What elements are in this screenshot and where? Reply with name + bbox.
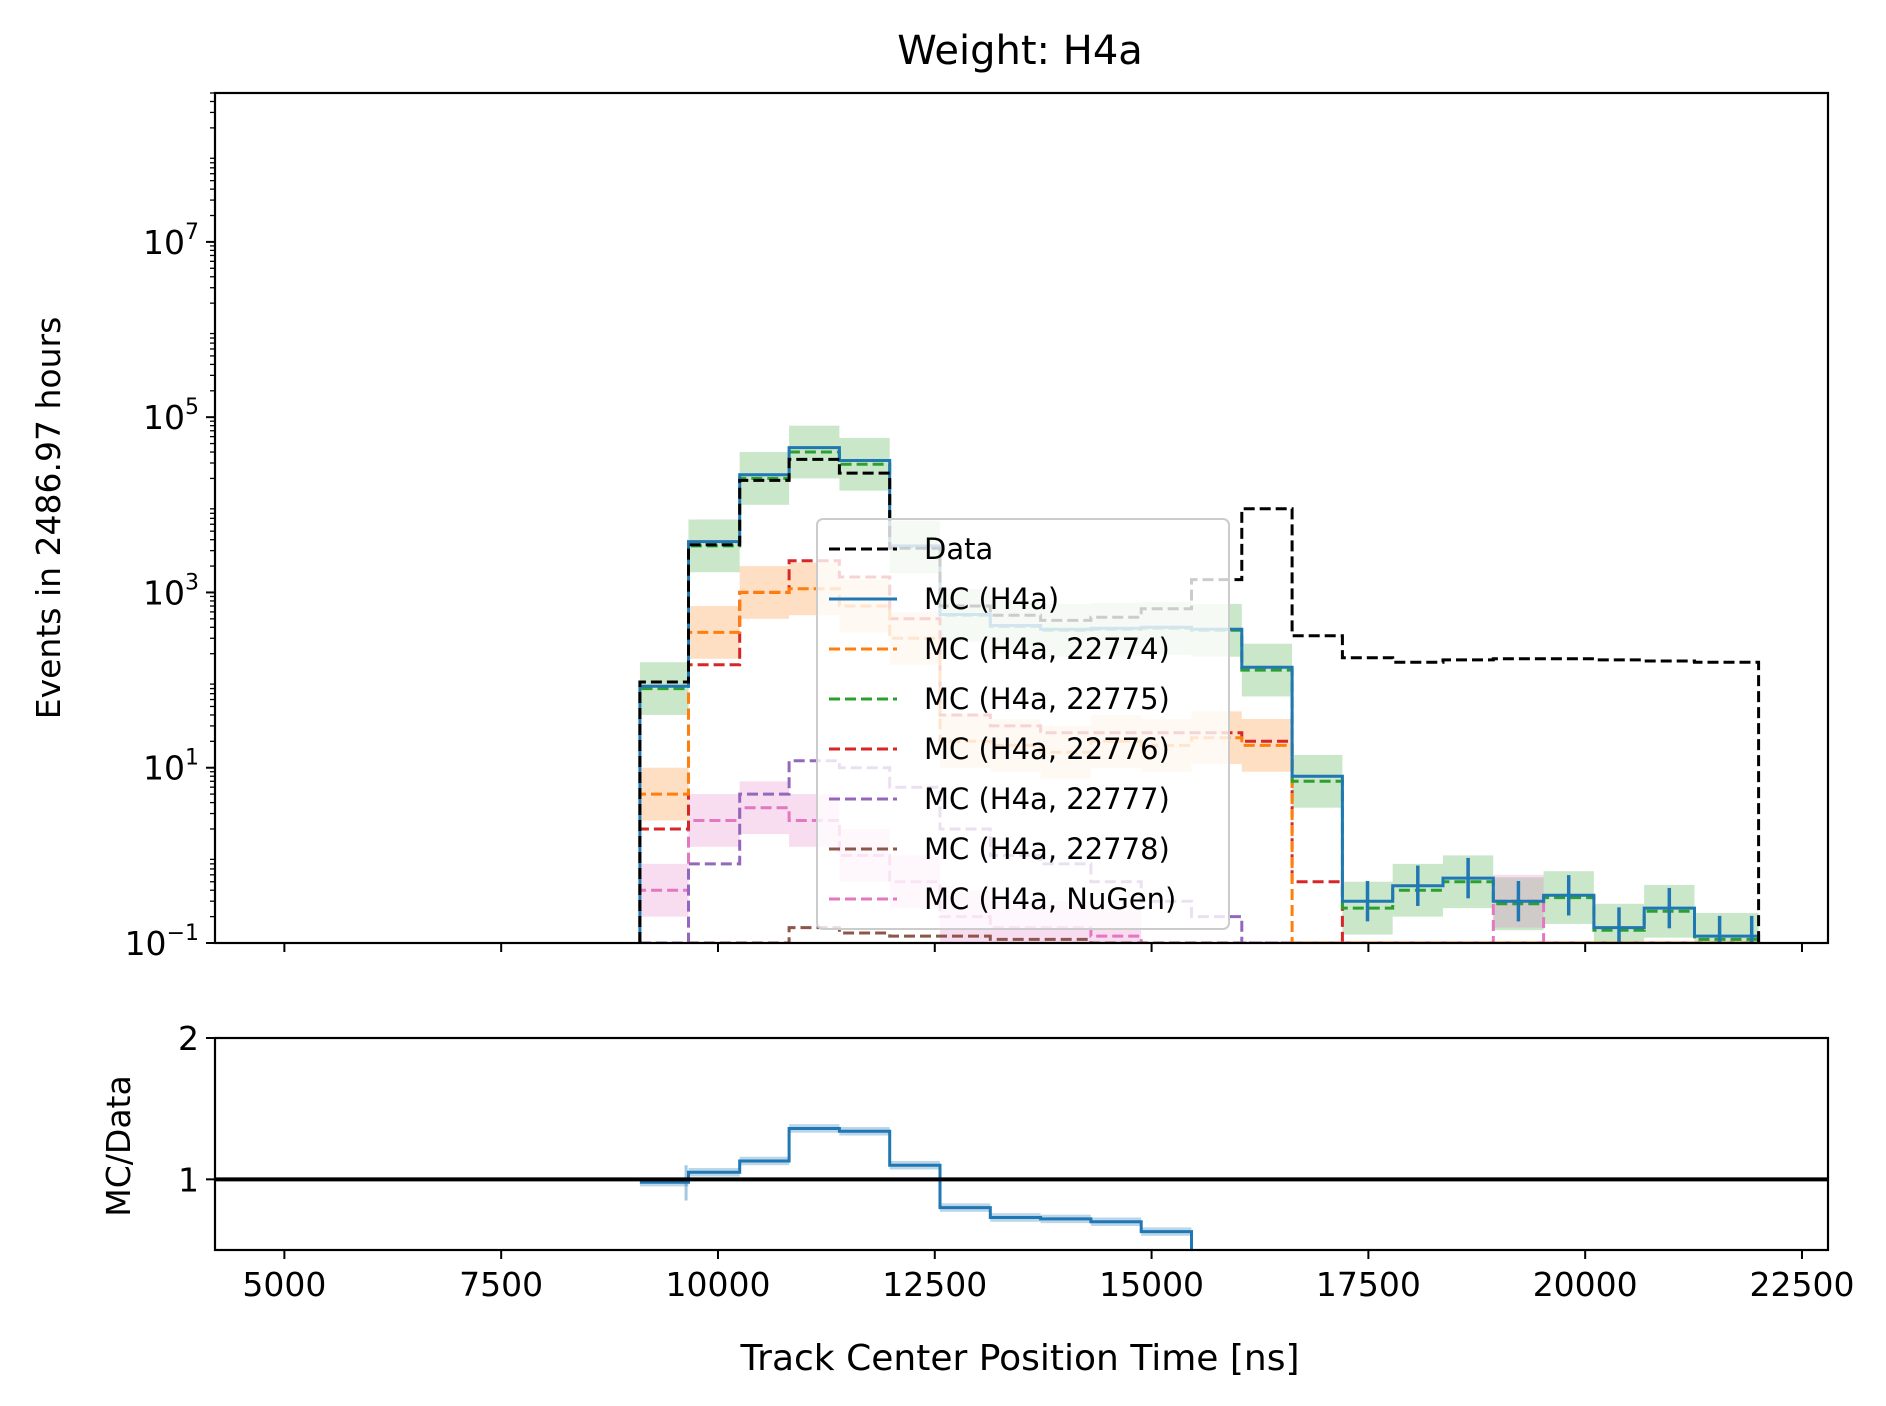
- x-tick-label: 12500: [882, 1265, 987, 1304]
- legend-label: MC (H4a, 22777): [924, 782, 1170, 816]
- series-line-7: [638, 806, 1759, 943]
- legend-label: MC (H4a, 22778): [924, 832, 1170, 866]
- x-tick-label: 5000: [242, 1265, 326, 1304]
- x-tick-label: 15000: [1099, 1265, 1204, 1304]
- legend-label: MC (H4a): [924, 582, 1059, 616]
- legend-box: [816, 518, 1230, 930]
- main-y-axis-label: Events in 2486.97 hours: [29, 317, 68, 720]
- y-tick-label: 101: [143, 746, 199, 788]
- uncertainty-band: [639, 863, 689, 917]
- x-axis-label: Track Center Position Time [ns]: [739, 1338, 1299, 1379]
- legend-label: MC (H4a, 22776): [924, 732, 1170, 766]
- y-tick-exponent: 7: [185, 220, 199, 245]
- y-tick-label: 103: [143, 570, 199, 612]
- ratio-axes-frame: [213, 1036, 1830, 1252]
- y-tick-exponent: 5: [185, 395, 199, 420]
- uncertainty-band: [1292, 754, 1343, 808]
- ratio-panel: 1 2 5000 7500 10000 12500 15000 17500 20000 22500: [178, 1019, 1854, 1304]
- ratio-line: [639, 1127, 1193, 1250]
- x-tick-label: 22500: [1749, 1265, 1854, 1304]
- y-tick-exponent: −1: [167, 921, 199, 946]
- legend-label: MC (H4a, 22774): [924, 632, 1170, 666]
- uncertainty-band: [739, 452, 790, 505]
- legend-label: Data: [924, 532, 993, 566]
- ratio-y-tick-label: 2: [178, 1019, 199, 1058]
- legend-label: MC (H4a, 22775): [924, 682, 1170, 716]
- x-tick-label: 7500: [459, 1265, 543, 1304]
- x-tick-label: 20000: [1533, 1265, 1638, 1304]
- x-tick-label: 17500: [1316, 1265, 1421, 1304]
- series-line-2: [638, 587, 1759, 943]
- x-tick-label: 10000: [665, 1265, 770, 1304]
- legend: Data MC (H4a) MC (H4a, 22774) MC (H4a, 2277…: [816, 518, 1230, 930]
- y-tick-label: 105: [143, 395, 199, 437]
- y-tick-exponent: 3: [185, 570, 199, 595]
- uncertainty-band: [639, 767, 689, 821]
- ratio-plot-area: [639, 1124, 1193, 1250]
- y-tick-label: 10−1: [125, 921, 199, 963]
- legend-label: MC (H4a, NuGen): [924, 882, 1176, 916]
- y-tick-label: 107: [143, 220, 199, 262]
- y-tick-exponent: 1: [185, 746, 199, 771]
- chart-title: Weight: H4a: [897, 28, 1143, 74]
- ratio-y-axis-label: MC/Data: [99, 1075, 138, 1216]
- uncertainty-band: [1241, 643, 1293, 697]
- ratio-y-tick-label: 1: [178, 1160, 199, 1199]
